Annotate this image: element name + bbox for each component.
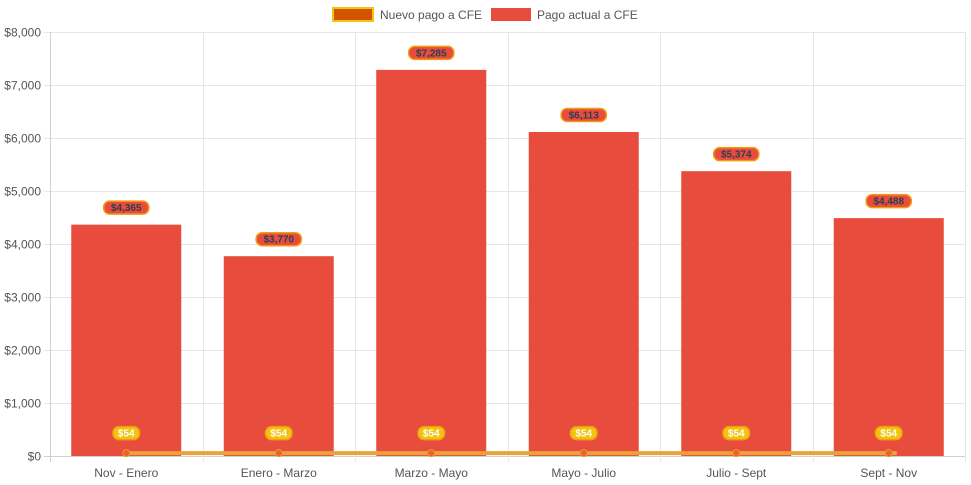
bar-data-label-bg [560, 107, 608, 123]
x-tick-label: Nov - Enero [94, 466, 158, 480]
y-tick-label: $7,000 [4, 79, 41, 93]
y-tick-label: $5,000 [4, 185, 41, 199]
line-point[interactable] [122, 449, 131, 458]
bar-data-label: $6,113 [560, 107, 608, 123]
line-data-label-text: $54 [728, 429, 745, 440]
bar-data-label-text: $6,113 [569, 111, 599, 122]
line-data-label: $54 [264, 425, 293, 441]
line-data-label: $54 [874, 425, 903, 441]
line-data-label-bg [874, 425, 903, 441]
line-point[interactable] [427, 449, 436, 458]
y-tick-label: $1,000 [4, 397, 41, 411]
line-point[interactable] [884, 449, 893, 458]
x-tick-label: Julio - Sept [706, 466, 767, 480]
x-axis: Nov - Enero Enero - Marzo Marzo - Mayo Mayo… [94, 466, 917, 480]
bar[interactable] [833, 218, 944, 456]
bar[interactable] [71, 224, 182, 456]
line-data-label: $54 [112, 425, 141, 441]
bar-data-label: $7,285 [407, 45, 455, 61]
line-point[interactable] [274, 449, 283, 458]
data-labels: $4,365 $3,770 $7,285 $6,113 $5,374 $4,488 $54 $… [102, 45, 913, 441]
bar-data-label: $4,365 [102, 200, 150, 215]
bar[interactable] [681, 171, 792, 457]
bar[interactable] [376, 69, 487, 457]
y-tick-label: $6,000 [4, 132, 41, 146]
bar-data-label-bg [255, 231, 303, 247]
y-tick-label: $4,000 [4, 238, 41, 252]
line-data-label: $54 [569, 425, 598, 441]
x-tick-label: Enero - Marzo [241, 466, 317, 480]
line-data-label-bg [417, 425, 446, 441]
line-data-label-text: $54 [423, 429, 440, 440]
bar-data-label: $4,488 [865, 193, 913, 209]
line-data-label: $54 [722, 425, 751, 441]
bar-data-label-text: $4,488 [873, 197, 904, 208]
bar-data-label-bg [865, 193, 913, 209]
bar-data-label: $5,374 [712, 146, 760, 162]
line-data-label-bg [264, 425, 293, 441]
line-data-label-text: $54 [270, 429, 287, 440]
bar-data-label-bg [712, 146, 760, 162]
legend-label-nuevo-pago[interactable]: Nuevo pago a CFE [380, 8, 482, 22]
bar-data-label-text: $3,770 [263, 235, 294, 246]
line-point[interactable] [579, 449, 588, 458]
line-data-label-bg [112, 425, 141, 441]
bar-data-label-bg [407, 45, 455, 61]
y-tick-label: $2,000 [4, 344, 41, 358]
legend-swatch-pago-actual[interactable] [491, 8, 531, 21]
grid [44, 32, 966, 462]
x-tick-label: Mayo - Julio [551, 466, 616, 480]
x-tick-label: Marzo - Mayo [395, 466, 469, 480]
line-data-label-text: $54 [575, 429, 592, 440]
line-data-label-bg [569, 425, 598, 441]
y-axis: $0 $1,000 $2,000 $3,000 $4,000 $5,000 $6,000 $7… [4, 26, 41, 464]
line-data-label-bg [722, 425, 751, 441]
legend-swatch-nuevo-pago[interactable] [332, 7, 374, 22]
line-series [122, 449, 897, 458]
line-data-label-text: $54 [880, 429, 897, 440]
line-point[interactable] [732, 449, 741, 458]
bar-data-label-text: $5,374 [721, 150, 752, 161]
bar-data-label-text: $7,285 [416, 48, 447, 59]
legend[interactable]: Nuevo pago a CFE Pago actual a CFE [332, 7, 638, 22]
bar[interactable] [528, 132, 639, 457]
bar-data-label: $3,770 [255, 231, 303, 247]
y-tick-label: $0 [28, 450, 42, 464]
legend-label-pago-actual[interactable]: Pago actual a CFE [537, 8, 638, 22]
bar-data-label-bg [102, 200, 150, 215]
line-data-label-text: $54 [118, 429, 135, 440]
x-tick-label: Sept - Nov [860, 466, 917, 480]
y-tick-label: $3,000 [4, 291, 41, 305]
bar[interactable] [223, 256, 334, 456]
bar-series [71, 69, 944, 457]
bar-data-label-text: $4,365 [111, 203, 142, 214]
y-tick-label: $8,000 [4, 26, 41, 40]
line-data-label: $54 [417, 425, 446, 441]
